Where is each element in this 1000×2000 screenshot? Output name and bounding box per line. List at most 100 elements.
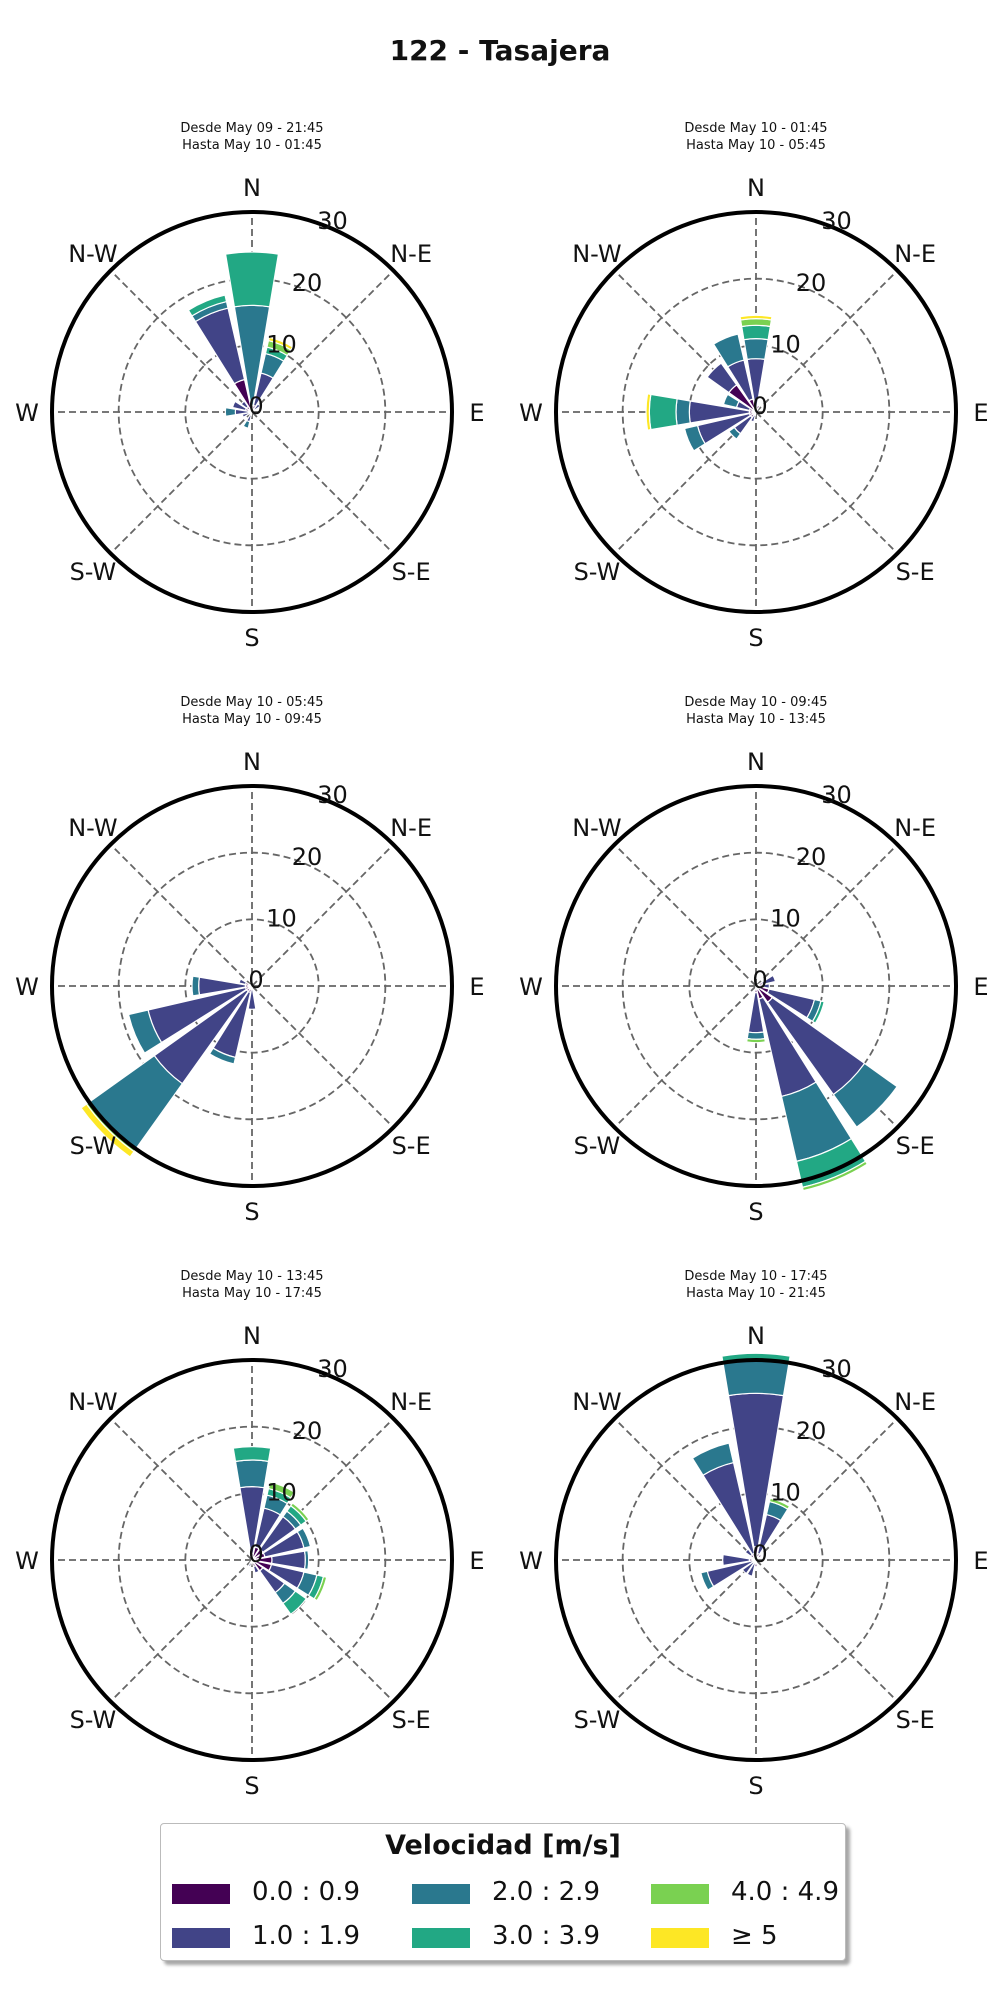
direction-label: N xyxy=(747,174,765,202)
petal-segment xyxy=(801,1160,869,1192)
petal-segment xyxy=(728,426,742,440)
subplot-title-from: Desde May 09 - 21:45 xyxy=(180,121,323,136)
ring-label: 20 xyxy=(796,269,827,297)
petal-segment xyxy=(242,419,251,429)
ring-label: 0 xyxy=(248,966,263,994)
legend-label: 3.0 : 3.9 xyxy=(492,1921,600,1951)
direction-label: S-W xyxy=(70,1706,117,1734)
petal-segment xyxy=(231,400,248,412)
ring-label: 0 xyxy=(248,1540,263,1568)
direction-label: N xyxy=(747,1322,765,1350)
direction-gridline xyxy=(109,843,253,987)
petal-segment xyxy=(238,978,248,986)
direction-label: N-W xyxy=(572,814,621,842)
petal-segment xyxy=(648,393,678,431)
petal-segment xyxy=(749,414,756,423)
page-title: 122 - Tasajera xyxy=(389,34,611,67)
petal-segment xyxy=(80,1103,135,1158)
direction-label: N-E xyxy=(894,814,936,842)
petal-segment xyxy=(741,1561,755,1575)
direction-gridline xyxy=(755,411,899,555)
direction-label: N-W xyxy=(68,814,117,842)
direction-label: N xyxy=(243,174,261,202)
legend: Velocidad [m/s] 0.0 : 0.9 1.0 : 1.9 2.0 … xyxy=(160,1823,846,1961)
direction-label: E xyxy=(973,1547,988,1575)
direction-label: S xyxy=(244,624,259,652)
direction-gridline xyxy=(251,985,395,1129)
petal-segment xyxy=(224,406,237,418)
legend-swatch xyxy=(172,1928,230,1948)
ring-label: 20 xyxy=(796,843,827,871)
petal-segment xyxy=(208,1047,237,1065)
ring-label: 30 xyxy=(821,1355,852,1383)
ring-label: 30 xyxy=(821,781,852,809)
radial-ring xyxy=(688,918,824,1054)
outer-ring xyxy=(50,784,454,1188)
ring-label: 0 xyxy=(752,392,767,420)
petal-segment xyxy=(745,1037,767,1044)
radial-ring xyxy=(621,851,891,1121)
radial-ring xyxy=(184,918,320,1054)
direction-label: N xyxy=(243,748,261,776)
petal-segment xyxy=(739,314,773,321)
direction-gridline xyxy=(613,843,757,987)
direction-label: N-E xyxy=(390,1388,432,1416)
radial-ring xyxy=(117,1425,387,1695)
ring-label: 10 xyxy=(770,1478,801,1506)
subplot-title-to: Hasta May 10 - 17:45 xyxy=(182,1286,322,1301)
petal-segment xyxy=(252,1564,260,1574)
windrose-3: Desde May 10 - 05:45 Hasta May 10 - 09:45… xyxy=(15,695,484,1226)
ring-label: 20 xyxy=(292,1417,323,1445)
outer-ring xyxy=(554,784,958,1188)
legend-swatch xyxy=(651,1928,709,1948)
ring-label: 20 xyxy=(292,269,323,297)
ring-label: 10 xyxy=(770,330,801,358)
subplot-title-from: Desde May 10 - 09:45 xyxy=(684,695,827,710)
petal-segment xyxy=(741,324,771,341)
direction-gridline xyxy=(613,1417,757,1561)
petal-segment xyxy=(746,1562,756,1577)
direction-label: S xyxy=(244,1198,259,1226)
direction-label: N xyxy=(747,748,765,776)
direction-label: S-E xyxy=(896,1706,935,1734)
direction-label: E xyxy=(973,973,988,1001)
direction-label: N-E xyxy=(894,1388,936,1416)
direction-label: N-W xyxy=(68,240,117,268)
petal-segment xyxy=(744,1548,753,1557)
radial-ring xyxy=(621,277,891,547)
ring-label: 0 xyxy=(248,392,263,420)
legend-label: 1.0 : 1.9 xyxy=(252,1921,360,1951)
radial-ring xyxy=(117,851,387,1121)
petal-segment xyxy=(187,294,228,317)
windrose-6: Desde May 10 - 17:45 Hasta May 10 - 21:45… xyxy=(519,1269,988,1800)
petal-segment xyxy=(755,1553,763,1561)
direction-gridline xyxy=(251,411,395,555)
petal-segment xyxy=(224,251,280,308)
ring-label: 10 xyxy=(266,904,297,932)
subplot-title-to: Hasta May 10 - 01:45 xyxy=(182,138,322,153)
ring-label: 30 xyxy=(317,1355,348,1383)
direction-label: S-W xyxy=(574,1706,621,1734)
direction-label: S-W xyxy=(70,1132,117,1160)
direction-label: N-E xyxy=(390,814,432,842)
direction-label: S xyxy=(748,624,763,652)
petal-segment xyxy=(313,1575,328,1602)
petal-segment xyxy=(832,1062,898,1128)
petal-segment xyxy=(127,1009,163,1054)
subplot-title-from: Desde May 10 - 13:45 xyxy=(180,1269,323,1284)
petal-segment xyxy=(247,1562,252,1568)
petal-segment xyxy=(282,1590,308,1616)
direction-label: N-E xyxy=(390,240,432,268)
ring-label: 10 xyxy=(266,330,297,358)
ring-label: 20 xyxy=(292,843,323,871)
direction-label: S xyxy=(244,1772,259,1800)
outer-ring xyxy=(554,1358,958,1762)
petal-segment xyxy=(722,1553,751,1567)
petal-segment xyxy=(267,1481,296,1499)
petal-segment xyxy=(296,1527,312,1549)
petal-segment xyxy=(760,974,777,986)
direction-label: S-W xyxy=(70,558,117,586)
outer-ring xyxy=(50,210,454,614)
legend-label: 0.0 : 0.9 xyxy=(252,1877,360,1907)
